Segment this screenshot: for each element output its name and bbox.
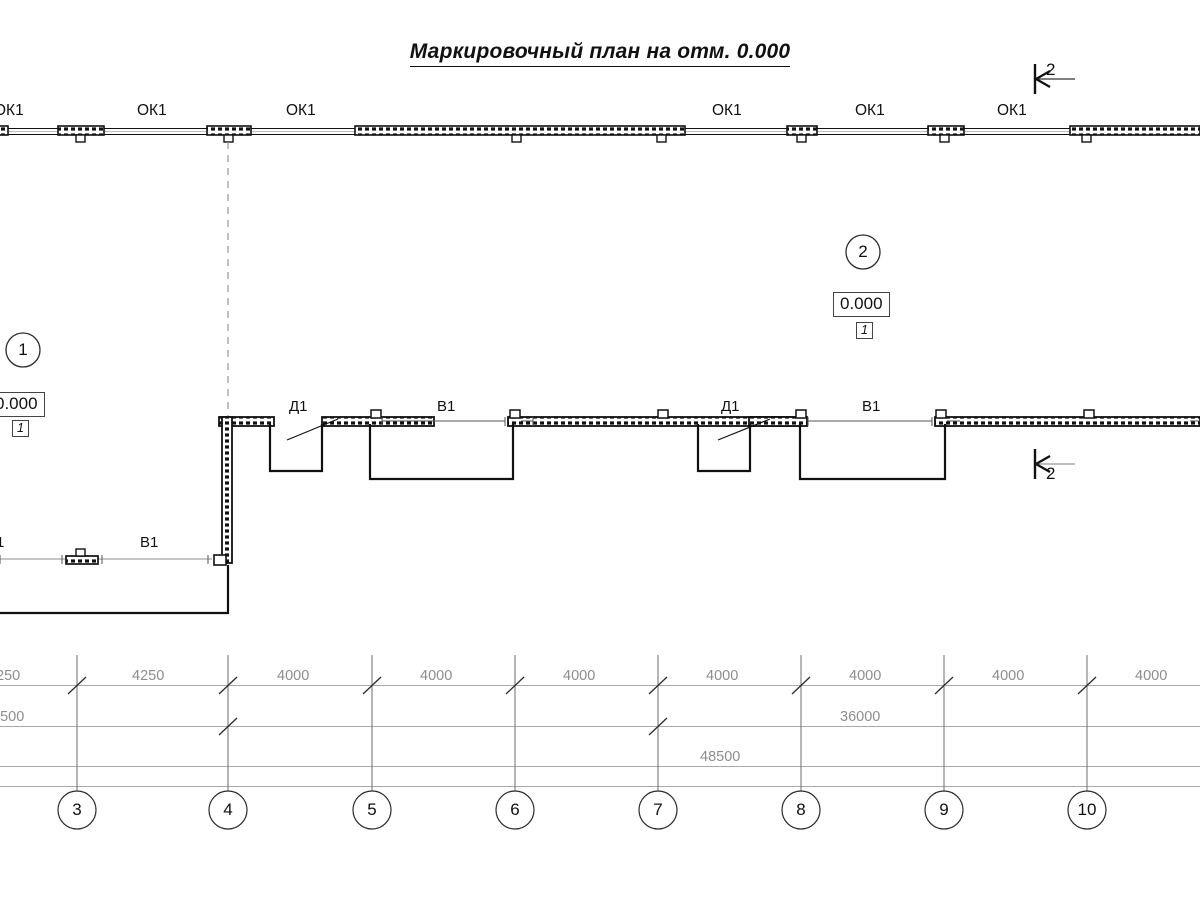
opening-label-partial: 1 [0,534,5,551]
grid-bubble-7[interactable]: 7 [653,800,663,819]
elevation-tag-right-sub: 1 [856,322,873,339]
window-label-ok1: ОК1 [997,102,1027,119]
grid-bubble-10[interactable]: 10 [1077,800,1097,819]
vertical-wall [213,416,233,566]
dimension-value: 4000 [420,668,453,684]
grid-bubble-6[interactable]: 6 [510,800,520,819]
elevation-tag-left: 0.000 [0,392,45,417]
elevation-tag-left-sub: 1 [12,420,29,437]
grid-bubble-3[interactable]: 3 [72,800,82,819]
opening-label-v1: В1 [437,398,456,415]
middle-wall [218,409,1200,427]
middle-wall-recesses [268,424,947,481]
dimension-value: 4000 [706,668,739,684]
grid-extension-lines [76,655,1088,791]
section-mark-label-top: 2 [1046,60,1056,79]
view-marker-1: 1 [18,340,28,359]
window-label-ok1: ОК1 [286,102,316,119]
dimension-value: 250 [0,668,21,684]
dimension-value: 4000 [563,668,596,684]
opening-dimension-lines [381,417,1200,426]
door-label-d1: Д1 [721,398,740,415]
elevation-tag-right: 0.000 [833,292,890,317]
door-label-d1: Д1 [289,398,308,415]
dimension-overall-value: 48500 [700,749,741,765]
dimension-value: 4000 [277,668,310,684]
window-label-ok1: ОК1 [0,102,24,119]
dimension-bands [0,684,1200,788]
window-label-ok1: ОК1 [712,102,742,119]
dimension-total-value: 8500 [0,709,25,725]
dimension-value: 4000 [849,668,882,684]
grid-bubble-8[interactable]: 8 [796,800,806,819]
window-label-ok1: ОК1 [137,102,167,119]
building-outline-bottom [0,565,230,615]
dimension-ticks [67,676,1097,736]
section-mark-label-bottom: 2 [1046,464,1056,483]
grid-bubble-4[interactable]: 4 [223,800,233,819]
view-marker-2: 2 [858,242,868,261]
window-label-ok1: ОК1 [855,102,885,119]
dimension-value: 4000 [1135,668,1168,684]
dimension-total-value: 36000 [840,709,881,725]
page-title-text: Маркировочный план на отм. 0.000 [409,40,791,67]
grid-bubble-9[interactable]: 9 [939,800,949,819]
top-wall-window-segments [0,125,1200,143]
grid-bubble-5[interactable]: 5 [367,800,377,819]
opening-label-v1: В1 [862,398,881,415]
dimension-value: 4250 [132,668,165,684]
section-mark-bottom [1033,449,1075,479]
door-leader-lines [286,418,771,441]
dimension-value: 4000 [992,668,1025,684]
grid-bubble-circles [57,790,1107,830]
lower-wall [0,548,212,565]
opening-label-v1: В1 [140,534,159,551]
view-marker-circles [5,234,881,368]
section-mark-top [1033,64,1075,94]
page-title: Маркировочный план на отм. 0.000 [0,40,1200,67]
